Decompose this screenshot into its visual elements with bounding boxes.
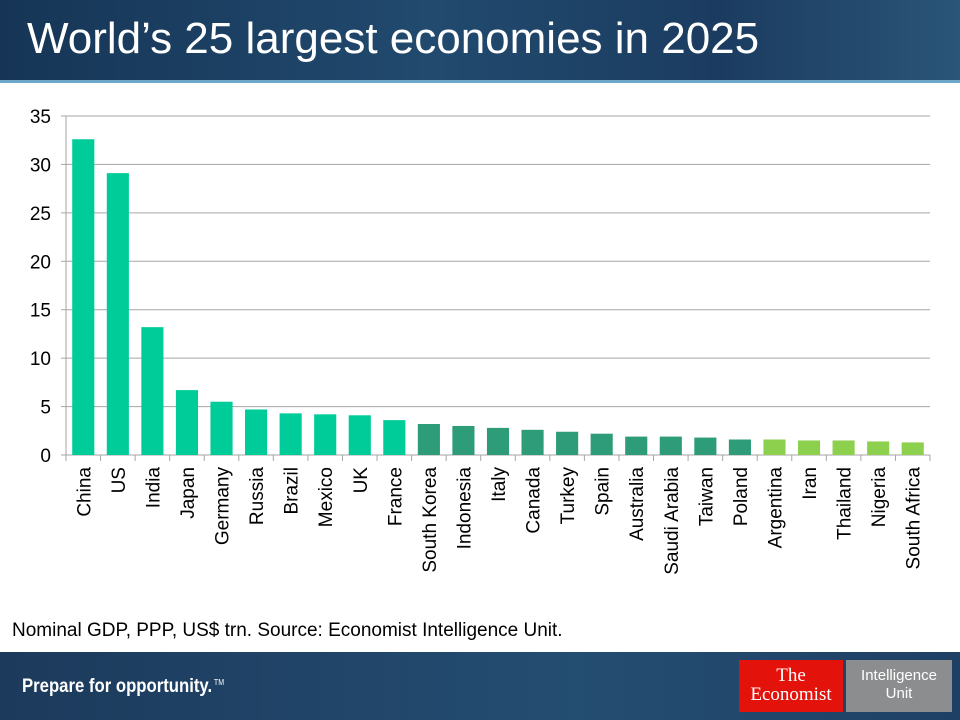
bar	[417, 424, 440, 455]
x-tick-label: Spain	[593, 467, 614, 516]
x-tick-label: Poland	[731, 467, 752, 526]
bar	[383, 420, 406, 455]
x-tick-label: Argentina	[765, 467, 786, 549]
x-tick-label: Brazil	[282, 467, 303, 515]
bar	[348, 415, 371, 455]
bars	[72, 139, 924, 455]
bar	[556, 431, 579, 455]
bar	[521, 429, 544, 455]
x-tick-label: Nigeria	[869, 467, 890, 528]
x-tick-label: South Africa	[904, 467, 925, 570]
bar	[141, 327, 164, 455]
tagline-text: Prepare for opportunity.	[22, 676, 213, 697]
bar	[901, 442, 924, 455]
y-tick-label: 15	[30, 301, 51, 322]
eiu-logo-line-2: Unit	[885, 685, 913, 702]
y-tick-label: 10	[30, 349, 51, 370]
bar	[763, 439, 786, 455]
x-tick-label: Australia	[627, 467, 648, 541]
x-tick-label: Thailand	[835, 467, 856, 540]
bar	[694, 437, 717, 455]
economist-logo: The Economist	[739, 660, 843, 712]
bar	[175, 390, 199, 455]
y-tick-label: 5	[40, 398, 51, 419]
eiu-logo-line-1: Intelligence	[861, 667, 937, 684]
bar	[797, 440, 821, 455]
x-tick-label: Indonesia	[454, 467, 475, 550]
y-axis-ticks: 0 5 10 15 20 25 30 35	[30, 107, 51, 467]
bar	[659, 436, 682, 455]
x-tick-label: South Korea	[420, 467, 441, 573]
x-tick-label: Iran	[800, 467, 821, 500]
x-tick-label: Taiwan	[696, 467, 717, 526]
bar	[590, 433, 613, 455]
bar	[106, 173, 129, 455]
y-tick-label: 35	[30, 107, 51, 128]
eiu-logo: Intelligence Unit	[846, 660, 952, 712]
x-tick-label: France	[385, 467, 406, 526]
y-tick-label: 25	[30, 204, 51, 225]
x-tick-label: Russia	[247, 467, 268, 526]
y-tick-label: 20	[30, 252, 51, 273]
page-title: World’s 25 largest economies in 2025	[27, 14, 760, 63]
bar	[625, 436, 648, 455]
y-tick-label: 30	[30, 155, 51, 176]
x-tick-label: US	[109, 467, 130, 493]
bar	[210, 401, 233, 455]
x-tick-label: India	[143, 467, 164, 509]
gridlines	[61, 115, 931, 461]
x-tick-label: UK	[351, 467, 372, 494]
x-tick-label: China	[74, 467, 95, 517]
trademark-mark: TM	[213, 677, 225, 687]
bar	[314, 414, 337, 455]
economist-logo-line-1: The	[776, 665, 806, 686]
tagline: Prepare for opportunity. TM	[22, 676, 224, 698]
bar	[867, 441, 890, 455]
x-tick-label: Italy	[489, 467, 510, 502]
bar	[728, 439, 751, 455]
x-tick-label: Saudi Arabia	[662, 467, 683, 575]
header-divider	[0, 80, 960, 83]
bar	[832, 440, 855, 455]
bar	[452, 425, 475, 455]
y-tick-label: 0	[40, 446, 51, 467]
x-tick-label: Germany	[213, 467, 234, 546]
title-banner: World’s 25 largest economies in 2025	[0, 0, 960, 80]
x-tick-label: Mexico	[316, 467, 337, 527]
bar	[72, 139, 95, 455]
footnote: Nominal GDP, PPP, US$ trn. Source: Econo…	[12, 620, 563, 641]
bar-chart: 0 5 10 15 20 25 30 35 China US India Japan Germany R…	[30, 107, 931, 575]
x-tick-label: Turkey	[558, 467, 579, 525]
x-tick-label: Japan	[178, 467, 199, 519]
footer-bar: Prepare for opportunity. TM The Economist…	[0, 652, 960, 720]
x-axis-labels: China US India Japan Germany Russia Brazil Mexi…	[74, 467, 924, 575]
economist-logo-line-2: Economist	[750, 684, 832, 705]
bar	[245, 409, 268, 455]
bar	[279, 413, 302, 455]
x-tick-label: Canada	[524, 467, 545, 534]
bar	[486, 427, 510, 455]
